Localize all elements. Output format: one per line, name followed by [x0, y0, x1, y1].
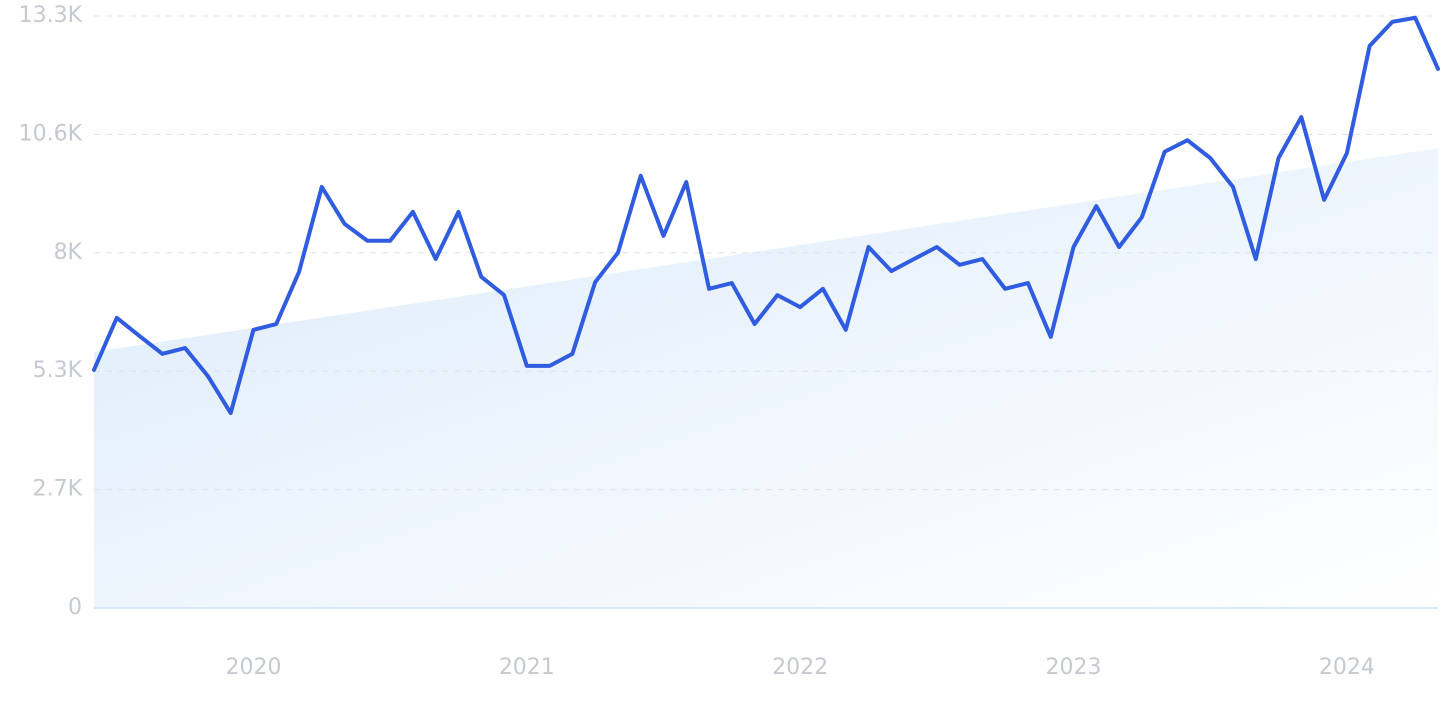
x-tick-label: 2020	[225, 655, 281, 680]
y-tick-label: 0	[68, 595, 82, 620]
y-tick-label: 2.7K	[33, 477, 83, 502]
x-tick-label: 2021	[499, 655, 555, 680]
y-tick-label: 8K	[54, 240, 83, 265]
x-tick-label: 2024	[1319, 655, 1375, 680]
x-tick-label: 2022	[772, 655, 828, 680]
x-tick-label: 2023	[1046, 655, 1102, 680]
y-tick-label: 5.3K	[33, 358, 83, 383]
line	[92, 15, 1440, 416]
y-tick-label: 13.3K	[19, 3, 83, 28]
trend-area	[94, 148, 1438, 609]
y-tick-label: 10.6K	[19, 121, 83, 146]
